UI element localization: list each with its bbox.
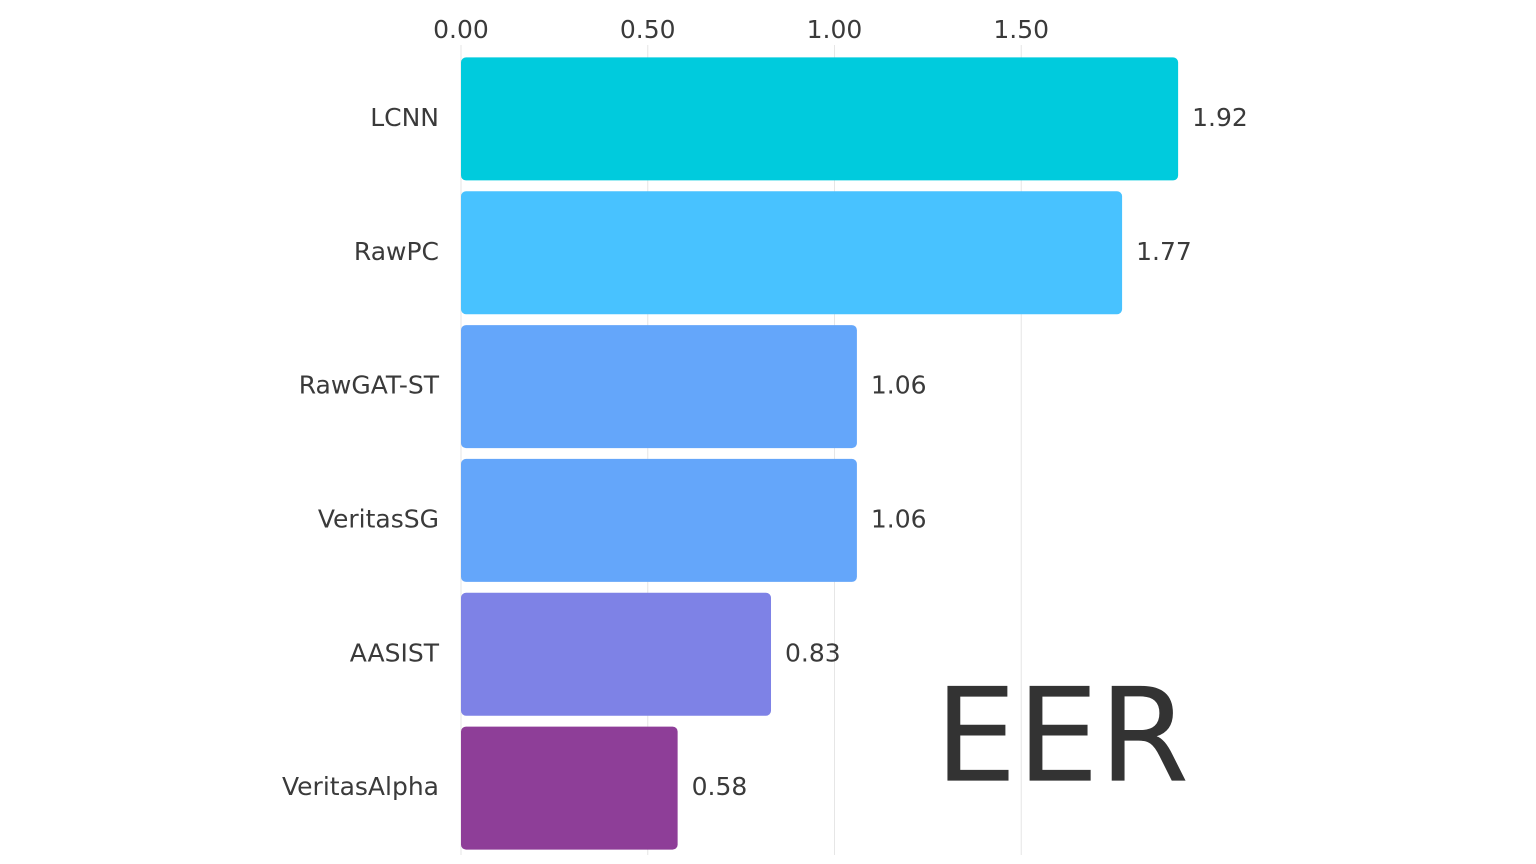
value-label: 0.58	[692, 772, 748, 801]
y-tick-label: VeritasAlpha	[282, 772, 439, 801]
bar	[461, 592, 772, 716]
bar	[461, 726, 678, 850]
y-tick-label: RawPC	[354, 237, 439, 266]
value-label: 1.77	[1136, 237, 1192, 266]
bar	[461, 191, 1123, 315]
bar	[461, 57, 1179, 181]
y-tick-label: VeritasSG	[318, 504, 439, 533]
bar	[461, 325, 857, 449]
x-tick-label: 0.50	[620, 15, 676, 44]
value-label: 1.06	[871, 371, 927, 400]
chart-title: EER	[935, 660, 1190, 812]
y-tick-label: LCNN	[370, 103, 439, 132]
value-label: 1.06	[871, 504, 927, 533]
value-label: 1.92	[1192, 103, 1248, 132]
value-label: 0.83	[785, 638, 841, 667]
y-tick-label: RawGAT-ST	[299, 371, 440, 400]
x-tick-label: 1.50	[993, 15, 1049, 44]
x-tick-label: 1.00	[807, 15, 863, 44]
y-tick-label: AASIST	[350, 638, 440, 667]
bar	[461, 458, 857, 582]
x-tick-label: 0.00	[433, 15, 489, 44]
